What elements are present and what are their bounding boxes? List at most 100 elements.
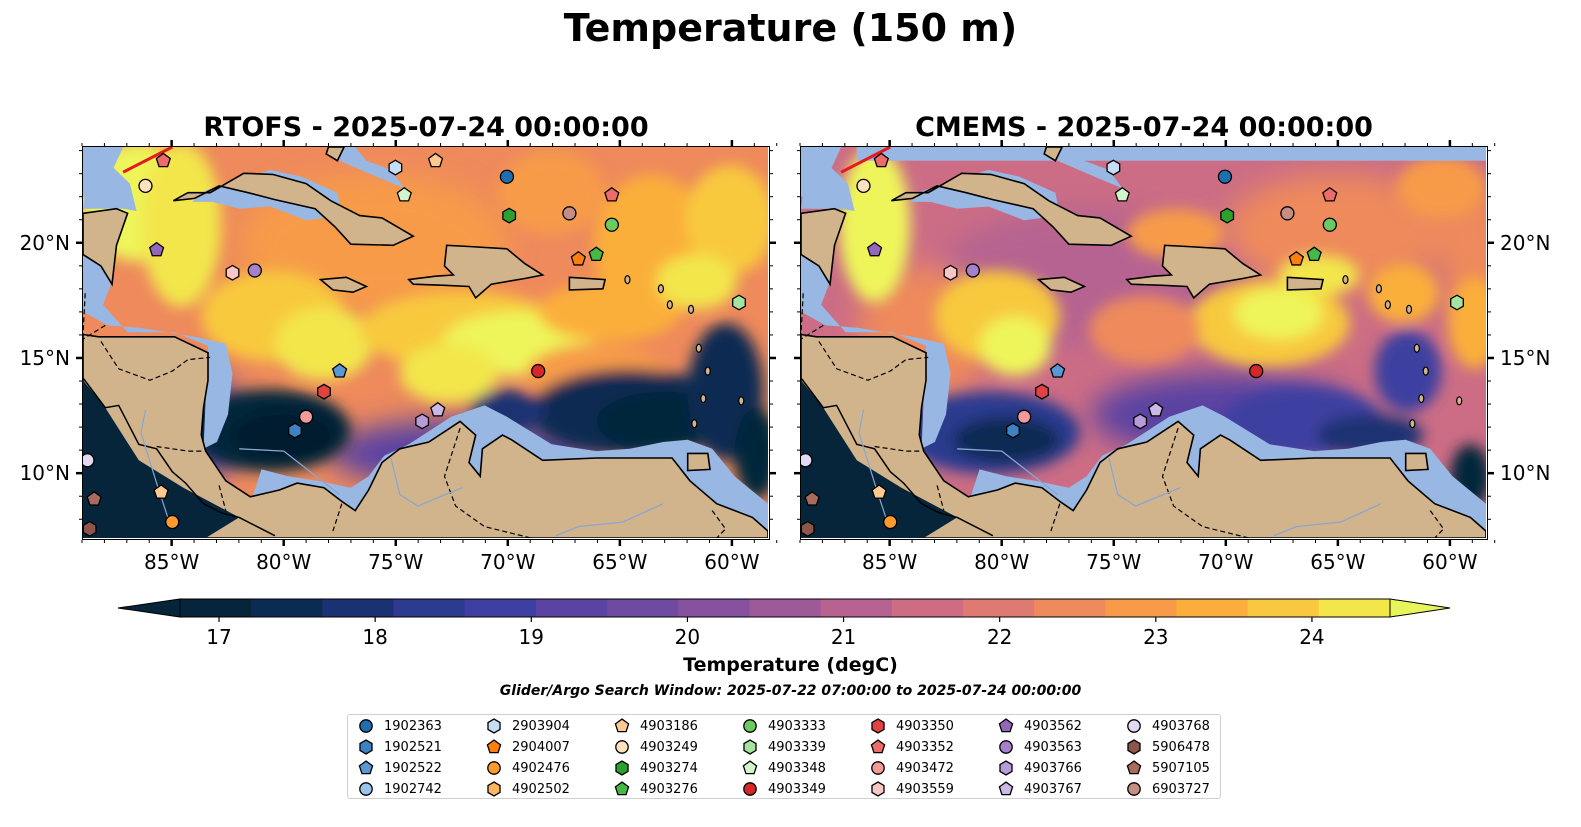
legend-label: 5907105 bbox=[1152, 760, 1210, 776]
float-marker-4903249[interactable] bbox=[138, 178, 153, 194]
float-marker-4903562[interactable] bbox=[148, 241, 165, 257]
small-island bbox=[738, 396, 745, 406]
legend-marker-4903274[interactable] bbox=[615, 760, 629, 776]
float-marker-4903766[interactable] bbox=[1133, 413, 1148, 430]
country-border bbox=[156, 445, 202, 452]
legend-marker-4903348[interactable] bbox=[742, 760, 758, 775]
float-marker-6903727[interactable] bbox=[1280, 206, 1295, 221]
legend-item: 4903472 bbox=[870, 760, 954, 776]
legend-marker-4903249[interactable] bbox=[615, 740, 629, 754]
hexagon-marker-icon bbox=[1127, 739, 1141, 755]
legend-marker-4903352[interactable] bbox=[870, 739, 886, 754]
float-marker-1902522[interactable] bbox=[331, 362, 348, 378]
float-marker-4903333[interactable] bbox=[1322, 217, 1337, 232]
legend-marker-4903349[interactable] bbox=[743, 782, 757, 796]
float-marker-4903339[interactable] bbox=[732, 294, 746, 311]
cmems-map[interactable] bbox=[800, 146, 1488, 540]
float-marker-4903186[interactable] bbox=[427, 152, 444, 168]
float-marker-4903349[interactable] bbox=[1249, 363, 1264, 379]
float-marker-4903352[interactable] bbox=[873, 152, 890, 168]
legend-marker-1902363[interactable] bbox=[359, 719, 373, 733]
legend-marker-6903727[interactable] bbox=[1127, 782, 1141, 796]
float-marker-1902521[interactable] bbox=[288, 422, 302, 439]
float-marker-4902476[interactable] bbox=[883, 514, 898, 530]
legend-marker-1902742[interactable] bbox=[359, 782, 373, 796]
float-marker-4903559[interactable] bbox=[225, 264, 240, 281]
float-marker-2903904[interactable] bbox=[1106, 159, 1121, 176]
rtofs-map[interactable] bbox=[82, 146, 770, 540]
float-marker-4903274[interactable] bbox=[502, 207, 517, 224]
float-marker-4903339[interactable] bbox=[1450, 294, 1464, 311]
legend-marker-4903186[interactable] bbox=[614, 718, 630, 733]
float-marker-4903333[interactable] bbox=[604, 217, 619, 232]
float-marker-4903276[interactable] bbox=[1306, 246, 1322, 262]
legend-marker-4903563[interactable] bbox=[999, 740, 1013, 754]
float-marker-4903472[interactable] bbox=[298, 409, 314, 424]
float-marker-2904007[interactable] bbox=[1288, 250, 1305, 266]
legend-marker-2904007[interactable] bbox=[486, 739, 502, 754]
legend-marker-4902502[interactable] bbox=[487, 781, 501, 797]
float-marker-4903348[interactable] bbox=[1114, 186, 1130, 202]
float-marker-4903276[interactable] bbox=[588, 246, 604, 262]
float-marker-4903472[interactable] bbox=[1016, 409, 1032, 424]
float-marker-4903767[interactable] bbox=[430, 401, 446, 417]
float-marker-2904007[interactable] bbox=[570, 250, 587, 266]
legend-marker-4903559[interactable] bbox=[871, 781, 885, 797]
float-marker-4903766[interactable] bbox=[415, 413, 430, 430]
float-marker-6903727[interactable] bbox=[562, 206, 577, 221]
legend-marker-4903766[interactable] bbox=[999, 760, 1013, 776]
legend-item: 4903339 bbox=[742, 739, 826, 755]
float-marker-4903768[interactable] bbox=[83, 453, 95, 468]
legend-marker-2903904[interactable] bbox=[487, 718, 501, 734]
legend-marker-4903333[interactable] bbox=[743, 719, 757, 733]
colorbar-segment bbox=[1318, 599, 1391, 617]
legend-marker-4903768[interactable] bbox=[1127, 719, 1141, 733]
float-marker-4903352[interactable] bbox=[155, 152, 172, 168]
legend-marker-4903767[interactable] bbox=[998, 781, 1014, 796]
float-marker-4903348[interactable] bbox=[396, 186, 412, 202]
small-island bbox=[657, 284, 664, 294]
legend-item: 4903767 bbox=[998, 781, 1082, 797]
float-marker-4903559[interactable] bbox=[943, 264, 958, 281]
float-marker-4903349[interactable] bbox=[531, 363, 546, 379]
legend-marker-4902476[interactable] bbox=[487, 761, 501, 775]
legend-marker-5907105[interactable] bbox=[1126, 760, 1142, 775]
float-marker-4903768[interactable] bbox=[801, 453, 813, 468]
float-marker-4903186[interactable] bbox=[153, 484, 169, 499]
float-marker-4903352[interactable] bbox=[604, 186, 620, 202]
legend-marker-4903350[interactable] bbox=[871, 718, 885, 734]
legend-item: 4903768 bbox=[1126, 718, 1210, 734]
legend-marker-5906478[interactable] bbox=[1127, 739, 1141, 755]
legend-marker-4903562[interactable] bbox=[998, 718, 1014, 733]
lat-tick-label: 10°N bbox=[19, 461, 70, 486]
float-marker-4902476[interactable] bbox=[165, 514, 180, 530]
legend-marker-1902522[interactable] bbox=[358, 760, 374, 775]
float-marker-4903563[interactable] bbox=[247, 263, 262, 278]
float-marker-5906478[interactable] bbox=[83, 520, 97, 537]
float-marker-4903767[interactable] bbox=[1148, 401, 1164, 417]
float-marker-4903274[interactable] bbox=[1220, 207, 1235, 224]
float-marker-5907105[interactable] bbox=[86, 491, 102, 506]
float-marker-1902521[interactable] bbox=[1006, 422, 1020, 439]
legend-marker-4903276[interactable] bbox=[614, 781, 630, 796]
colorbar-segment bbox=[678, 599, 751, 617]
float-marker-2903904[interactable] bbox=[388, 159, 403, 176]
legend-marker-4903472[interactable] bbox=[871, 761, 885, 775]
legend-marker-4903339[interactable] bbox=[743, 739, 757, 755]
float-marker-4903563[interactable] bbox=[965, 263, 980, 278]
small-island bbox=[1456, 396, 1463, 406]
float-marker-4903350[interactable] bbox=[317, 383, 331, 400]
river bbox=[1273, 503, 1382, 537]
float-marker-5907105[interactable] bbox=[804, 491, 820, 506]
float-marker-1902363[interactable] bbox=[1217, 169, 1233, 184]
float-marker-4903249[interactable] bbox=[856, 178, 871, 194]
small-island bbox=[1409, 419, 1416, 429]
float-marker-4903186[interactable] bbox=[871, 484, 887, 499]
float-marker-5906478[interactable] bbox=[801, 520, 815, 537]
float-marker-4903350[interactable] bbox=[1035, 383, 1049, 400]
float-marker-1902522[interactable] bbox=[1049, 362, 1066, 378]
float-marker-1902363[interactable] bbox=[499, 169, 515, 184]
float-marker-4903352[interactable] bbox=[1322, 186, 1338, 202]
legend-marker-1902521[interactable] bbox=[359, 739, 373, 755]
float-marker-4903562[interactable] bbox=[866, 241, 883, 257]
